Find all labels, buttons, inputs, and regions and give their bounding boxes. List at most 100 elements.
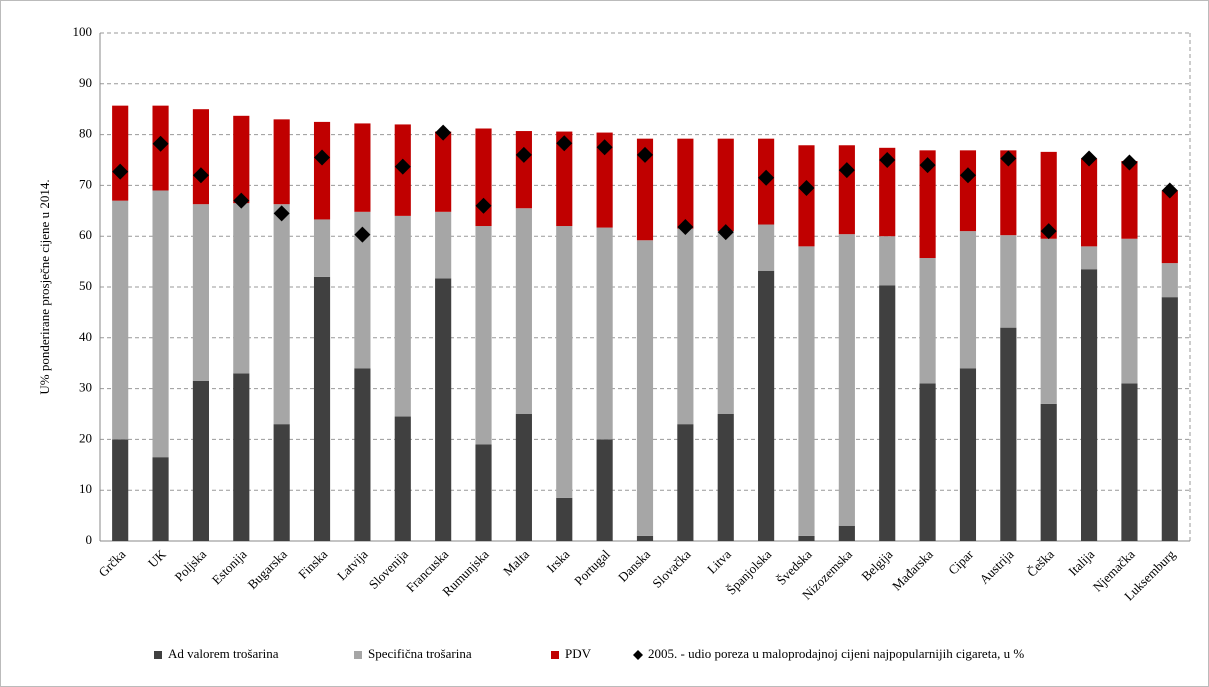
bar-segment	[879, 285, 896, 541]
marker	[515, 146, 532, 163]
bar-segment	[1161, 190, 1178, 264]
y-tick-label: 40	[79, 329, 92, 344]
bar-segment	[273, 204, 290, 425]
bar-segment	[192, 380, 209, 541]
bar-segment	[233, 203, 250, 374]
marker	[919, 157, 936, 174]
y-tick-label: 100	[73, 24, 93, 39]
bar-segment	[152, 457, 169, 541]
marker	[798, 179, 815, 196]
bar-segment	[1121, 161, 1138, 239]
bar-segment	[1000, 327, 1017, 541]
bar-segment	[1081, 269, 1098, 541]
bar-segment	[354, 211, 371, 369]
y-tick-label: 30	[79, 380, 92, 395]
marker	[475, 197, 492, 214]
bar-segment	[112, 105, 129, 201]
bar-segment	[798, 535, 815, 541]
bar-segment	[959, 150, 977, 232]
marker	[959, 167, 976, 184]
bar-segment	[636, 535, 654, 541]
bar-segment	[1161, 297, 1178, 541]
marker	[596, 139, 613, 156]
marker	[879, 152, 896, 168]
bar-segment	[435, 131, 452, 212]
legend-label: Specifična trošarina	[368, 646, 472, 661]
legend-label: 2005. - udio poreza u maloprodajnoj cije…	[648, 646, 1024, 661]
bar-segment	[354, 123, 371, 212]
legend-label: PDV	[565, 646, 592, 661]
marker	[394, 158, 411, 175]
bar-segment	[717, 138, 734, 232]
bar-segment	[717, 231, 734, 414]
bar-segment	[636, 138, 654, 241]
legend-swatch	[633, 650, 643, 660]
legend-swatch	[154, 651, 162, 659]
marker	[192, 167, 209, 184]
marker	[637, 146, 653, 163]
bar-segment	[112, 439, 129, 541]
bar-segment	[1121, 383, 1138, 541]
legend-label: Ad valorem trošarina	[168, 646, 279, 661]
bar-segment	[596, 227, 613, 440]
bar-segment	[919, 150, 936, 259]
bar-segment	[758, 270, 775, 541]
y-axis-label: U% ponderirane prosječne cijene u 2014.	[37, 179, 52, 394]
bar-segment	[556, 497, 573, 541]
marker	[677, 219, 694, 236]
bar-segment	[838, 234, 855, 526]
bar-segment	[636, 240, 654, 536]
marker	[717, 224, 734, 241]
bar-segment	[435, 278, 452, 541]
marker	[758, 169, 775, 186]
y-tick-label: 20	[79, 430, 92, 445]
bar-segment	[798, 246, 815, 536]
marker	[838, 162, 855, 179]
bar-segment	[1040, 403, 1057, 541]
bar-segment	[1000, 150, 1017, 236]
bar-segment	[1040, 238, 1057, 404]
bar-segment	[556, 226, 573, 498]
bar-segment	[435, 211, 452, 279]
bar-segment	[192, 109, 209, 205]
y-tick-label: 70	[79, 176, 92, 191]
marker	[273, 205, 290, 222]
marker	[314, 149, 331, 166]
marker	[1000, 150, 1017, 167]
bar-segment	[515, 208, 532, 414]
bar-segment	[677, 228, 694, 425]
bar-segment	[879, 236, 896, 286]
marker	[1081, 150, 1098, 167]
marker	[435, 124, 452, 141]
bar-segment	[1121, 238, 1138, 384]
y-tick-label: 90	[79, 75, 92, 90]
bar-segment	[959, 368, 977, 541]
bar-segment	[1000, 235, 1017, 328]
bar-segment	[233, 373, 250, 541]
bar-segment	[758, 224, 775, 271]
bar-segment	[313, 121, 331, 220]
bar-segment	[1040, 151, 1057, 239]
bar-segment	[394, 215, 411, 417]
bar-segment	[152, 190, 169, 458]
bar-segment	[1081, 246, 1098, 270]
marker	[152, 135, 169, 152]
bar-segment	[313, 276, 331, 541]
bar-segment	[959, 231, 977, 369]
marker	[1040, 223, 1057, 240]
bar-segment	[919, 383, 936, 541]
bar-segment	[677, 424, 694, 541]
bar-segment	[313, 219, 331, 277]
marker	[1121, 154, 1138, 171]
y-tick-label: 80	[79, 126, 92, 141]
marker	[556, 135, 573, 152]
bar-segment	[475, 444, 492, 541]
bar-segment	[838, 145, 855, 235]
bar-segment	[677, 138, 694, 229]
bar-segment	[475, 226, 492, 445]
bar-segment	[515, 414, 532, 541]
bar-segment	[112, 200, 129, 440]
bar-segment	[233, 115, 250, 204]
